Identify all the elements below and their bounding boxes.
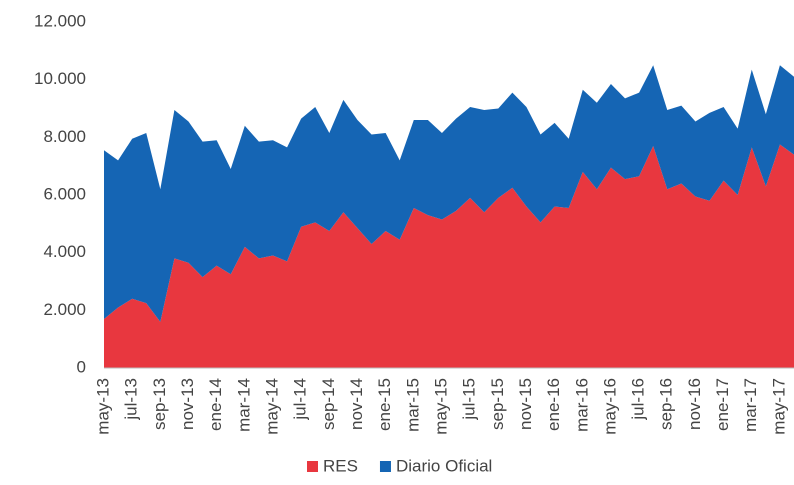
x-tick-label: ene-14 [206,378,225,431]
legend-label: Diario Oficial [396,456,492,475]
x-tick-label: jul-15 [460,378,479,421]
x-tick-label: sep-15 [488,378,507,430]
x-tick-label: may-16 [600,378,619,435]
x-tick-label: mar-14 [234,378,253,432]
x-tick-label: ene-15 [375,378,394,431]
y-tick-label: 0 [77,357,86,376]
x-tick-label: may-13 [93,378,112,435]
x-tick-label: may-14 [262,378,281,435]
legend-swatch [379,461,391,472]
x-tick-label: nov-15 [516,378,535,430]
y-tick-label: 4.000 [43,242,86,261]
legend-label: RES [323,456,358,475]
area [104,65,794,322]
x-tick-label: nov-16 [685,378,704,430]
x-tick-label: ene-17 [713,378,732,431]
y-tick-label: 10.000 [34,69,86,88]
x-tick-label: sep-13 [150,378,169,430]
y-tick-label: 8.000 [43,127,86,146]
x-tick-label: mar-17 [741,378,760,432]
y-tick-label: 12.000 [34,11,86,30]
legend-swatch [307,461,318,472]
x-tick-label: may-15 [431,378,450,435]
x-tick-label: jul-13 [122,378,141,421]
y-tick-label: 2.000 [43,300,86,319]
x-tick-label: sep-16 [657,378,676,430]
x-tick-label: jul-16 [629,378,648,421]
x-tick-label: nov-14 [347,378,366,430]
x-tick-label: mar-15 [403,378,422,432]
area [104,144,794,368]
x-tick-label: nov-13 [178,378,197,430]
x-tick-label: may-17 [769,378,788,435]
x-tick-label: ene-16 [544,378,563,431]
x-tick-label: jul-14 [291,378,310,421]
y-tick-label: 6.000 [43,184,86,203]
x-tick-label: mar-16 [572,378,591,432]
x-tick-label: sep-14 [319,378,338,430]
